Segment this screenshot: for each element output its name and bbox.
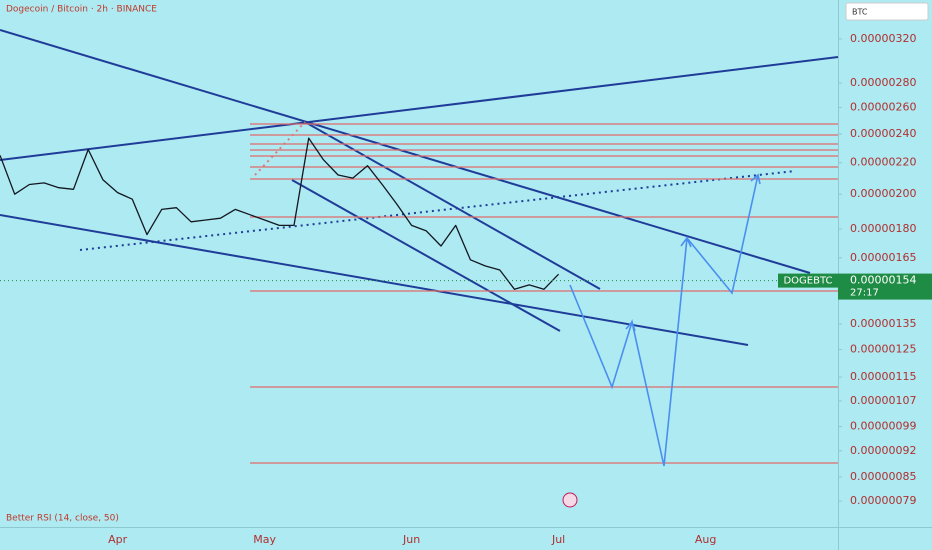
y-tick-label: 0.00000125 [850, 343, 916, 356]
y-tick-label: 0.00000200 [850, 187, 916, 200]
y-tick-label: 0.00000165 [850, 251, 916, 264]
symbol-tag [778, 273, 838, 288]
y-tick-label: 0.00000320 [850, 32, 916, 45]
price-tag [838, 273, 932, 300]
y-tick-label: 0.00000135 [850, 317, 916, 330]
trend-line [0, 214, 749, 346]
drawings [0, 29, 839, 508]
currency-box[interactable] [845, 2, 929, 21]
indicator-label: Better RSI (14, close, 50) [6, 514, 119, 524]
y-tick-label: 0.00000180 [850, 222, 916, 235]
y-tick-label: 0.00000115 [850, 370, 916, 383]
projection-path [569, 174, 759, 467]
channel-line [291, 179, 561, 332]
y-tick-label: 0.00000079 [850, 494, 916, 507]
y-tick-label: 0.00000220 [850, 156, 916, 169]
event-icon[interactable] [562, 492, 578, 508]
y-tick-label: 0.00000240 [850, 127, 916, 140]
y-tick-label: 0.00000099 [850, 420, 916, 433]
x-tick-label: Jun [402, 533, 420, 546]
symbol-label: DOGEBTC [783, 276, 832, 287]
arrow-head [625, 320, 636, 332]
x-tick-label: Apr [108, 533, 128, 546]
x-tick-label: Jul [551, 533, 565, 546]
y-tick-label: 0.00000092 [850, 444, 916, 457]
y-tick-label: 0.00000260 [850, 101, 916, 114]
y-tick-label: 0.00000107 [850, 394, 916, 407]
dotted-line [254, 121, 306, 176]
levels [250, 123, 838, 464]
price-line [0, 137, 560, 290]
x-tick-label: May [253, 533, 276, 546]
currency-label: BTC [852, 8, 868, 17]
trend-line [0, 56, 839, 161]
trend-line [0, 29, 811, 274]
countdown-label: 27:17 [850, 288, 879, 299]
chart-title: Dogecoin / Bitcoin · 2h · BINANCE [6, 5, 157, 15]
arrow-head [750, 173, 761, 185]
y-tick-label: 0.00000280 [850, 76, 916, 89]
arrow-head [680, 236, 692, 248]
x-tick-label: Aug [695, 533, 716, 546]
y-tick-label: 0.00000085 [850, 470, 916, 483]
price-label: 0.00000154 [850, 274, 916, 287]
